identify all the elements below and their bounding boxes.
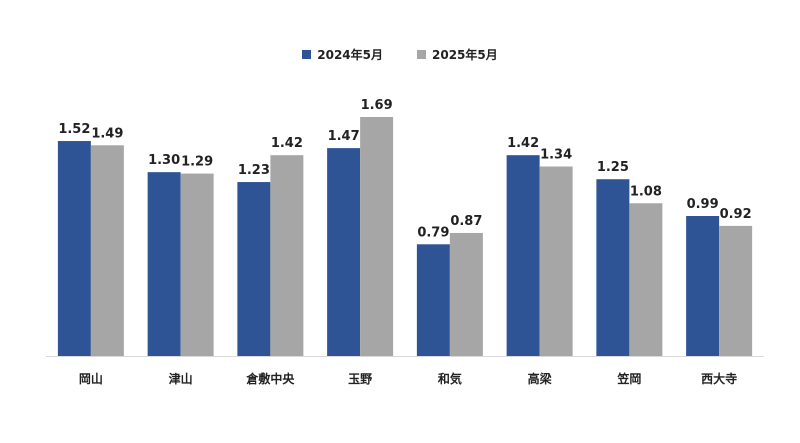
bar-2024-6 [596,179,630,356]
data-label-2025-3: 1.69 [361,98,393,113]
data-label-2024-4: 0.79 [417,225,449,240]
category-label-0: 岡山 [79,371,103,386]
bar-2024-4 [416,244,450,356]
bar-2024-5 [506,155,540,356]
data-label-2025-1: 1.29 [181,155,213,170]
data-label-2025-0: 1.49 [91,126,123,141]
category-label-6: 笠岡 [616,371,641,386]
category-label-7: 西大寺 [701,371,737,386]
legend-label-2025: 2025年5月 [432,48,498,62]
bar-2024-7 [686,215,720,356]
category-label-5: 高梁 [528,371,552,386]
bar-2024-3 [327,148,361,356]
bar-2025-4 [449,232,483,356]
data-label-2025-5: 1.34 [540,147,572,162]
data-label-2024-3: 1.47 [328,129,360,144]
data-label-2025-7: 0.92 [720,207,752,222]
legend-label-2024: 2024年5月 [317,48,383,62]
data-label-2025-6: 1.08 [630,184,662,199]
legend-item-2025: 2025年5月 [417,46,498,63]
bar-2024-0 [57,141,91,356]
bar-2024-2 [237,182,271,356]
legend-item-2024: 2024年5月 [302,46,383,63]
category-label-1: 津山 [169,371,193,386]
bar-2025-1 [180,173,214,356]
bar-2025-3 [360,117,394,356]
bars-group [57,117,753,356]
data-label-2025-2: 1.42 [271,136,303,151]
data-label-2024-6: 1.25 [597,160,629,175]
bar-2025-7 [719,225,753,356]
bar-2025-5 [539,166,573,356]
legend-swatch-2024 [302,50,312,59]
category-label-2: 倉敷中央 [245,371,295,386]
data-label-2024-1: 1.30 [148,153,180,168]
legend-swatch-2025 [417,50,426,59]
chart-legend: 2024年5月 2025年5月 [0,46,800,63]
data-label-2025-4: 0.87 [450,214,482,229]
data-label-2024-5: 1.42 [507,136,539,151]
category-label-3: 玉野 [348,372,372,386]
data-label-2024-2: 1.23 [238,163,270,178]
bar-2025-6 [629,203,663,356]
bar-2025-0 [90,145,124,356]
category-label-4: 和気 [437,371,462,386]
data-label-2024-0: 1.52 [58,122,90,137]
data-label-2024-7: 0.99 [687,197,719,212]
bar-2024-1 [147,172,181,356]
bar-2025-2 [270,155,304,356]
